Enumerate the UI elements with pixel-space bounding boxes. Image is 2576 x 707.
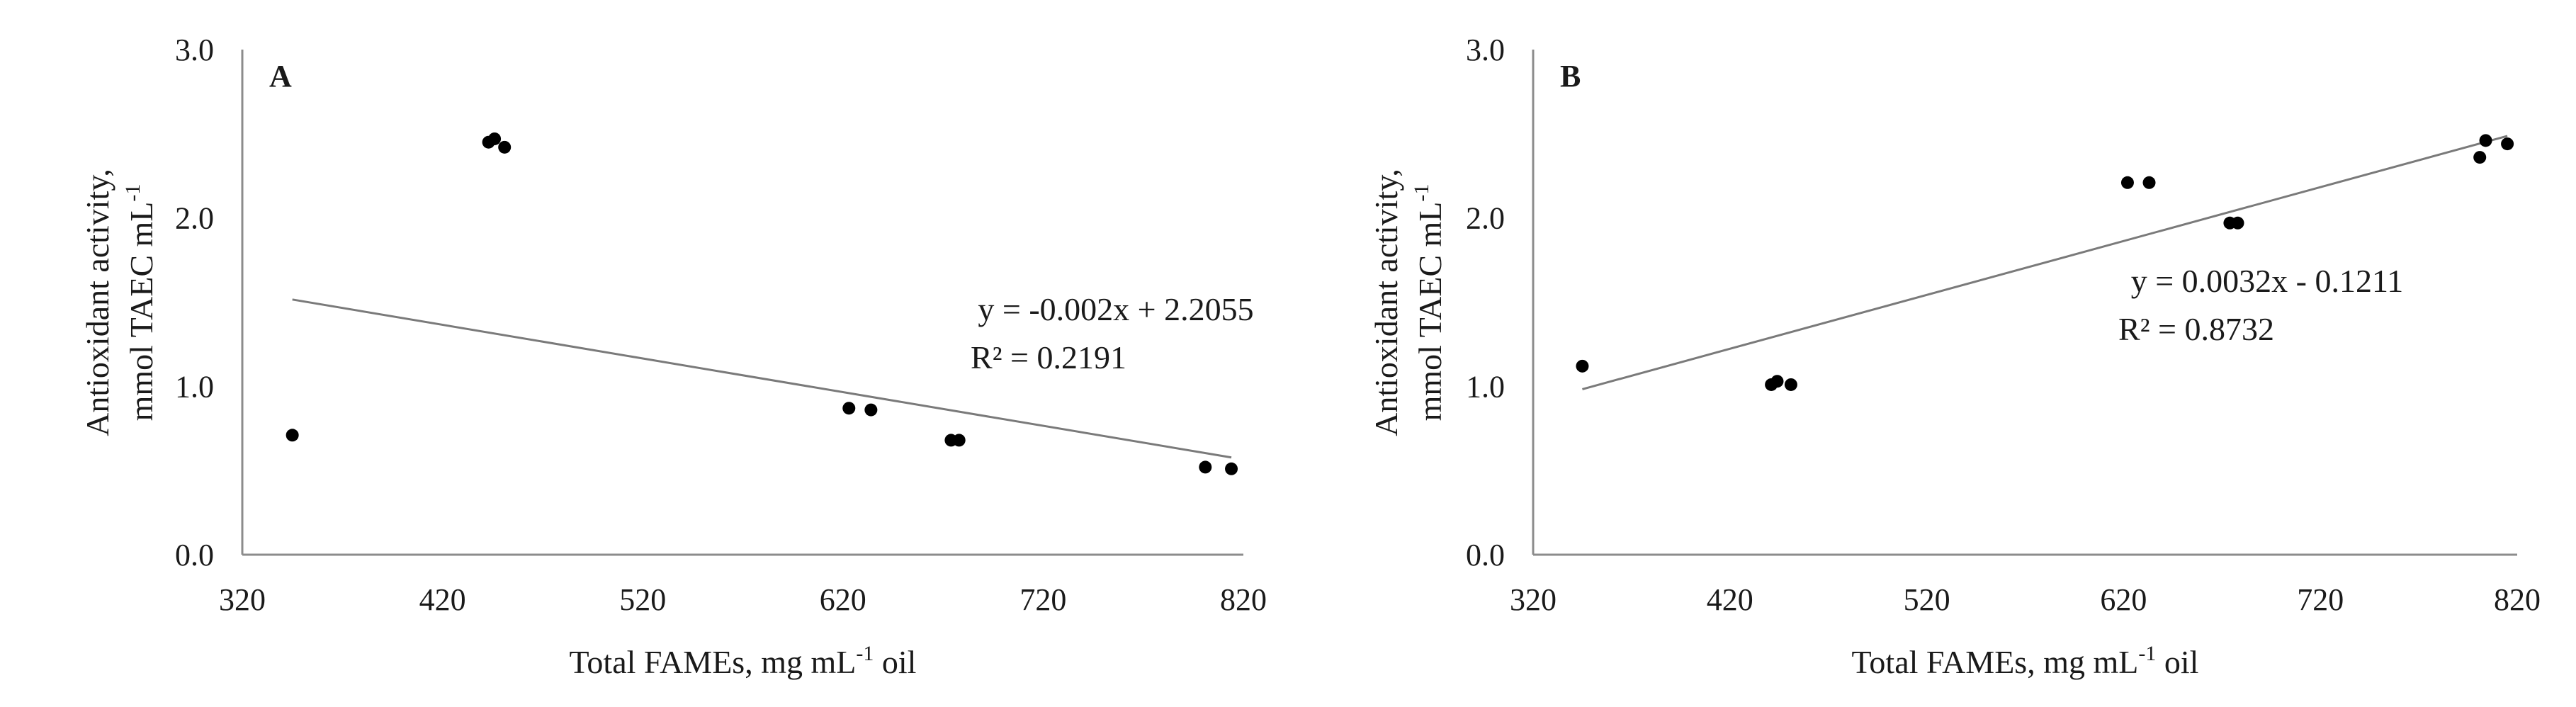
data-point — [1225, 462, 1238, 475]
x-tick-label: 720 — [1019, 582, 1066, 617]
data-point — [1199, 460, 1212, 474]
data-point — [488, 132, 502, 145]
x-tick-label: 320 — [1510, 582, 1557, 617]
y-tick-label: 0.0 — [175, 538, 214, 572]
y-axis-label: Antioxidant activity, mmol TAEC mL-1 — [79, 169, 159, 436]
data-point — [952, 434, 966, 447]
y-axis-label: Antioxidant activity, mmol TAEC mL-1 — [1368, 169, 1448, 436]
y-tick-label: 2.0 — [175, 201, 214, 236]
y-tick-label: 3.0 — [175, 33, 214, 67]
data-point — [2231, 216, 2244, 230]
panel-label: B — [1560, 59, 1581, 94]
panel-label: A — [269, 59, 292, 94]
x-tick-label: 620 — [820, 582, 866, 617]
chart-panel-b: 0.0 1.0 2.0 3.0 320 420 520 620 720 820 B Total FAM… — [1368, 33, 2541, 680]
x-tick-label: 420 — [1707, 582, 1753, 617]
x-tick-label: 820 — [1220, 582, 1267, 617]
data-point — [864, 403, 878, 417]
x-tick-label: 820 — [2494, 582, 2541, 617]
x-tick-label: 720 — [2297, 582, 2344, 617]
data-point — [1784, 378, 1797, 391]
data-point — [1770, 375, 1784, 388]
r-squared-label: R² = 0.8732 — [2118, 311, 2274, 347]
data-point — [2120, 176, 2134, 189]
x-tick-label: 520 — [1904, 582, 1950, 617]
y-tick-label: 2.0 — [1466, 201, 1505, 236]
trendline-equation: y = -0.002x + 2.2055 — [978, 291, 1253, 327]
chart-panel-a: 0.0 1.0 2.0 3.0 320 420 520 620 720 820 A Total FAM… — [79, 33, 1267, 680]
trendline — [1582, 135, 2508, 390]
y-tick-label: 3.0 — [1466, 33, 1505, 67]
r-squared-label: R² = 0.2191 — [971, 339, 1126, 375]
y-tick-label: 0.0 — [1466, 538, 1505, 572]
x-tick-label: 620 — [2100, 582, 2147, 617]
x-tick-label: 420 — [419, 582, 466, 617]
data-point — [498, 140, 512, 154]
y-tick-label: 1.0 — [175, 369, 214, 404]
data-point — [2142, 176, 2156, 189]
x-tick-label: 320 — [219, 582, 266, 617]
x-axis-label: Total FAMEs, mg mL-1 oil — [1852, 642, 2199, 680]
x-tick-label: 520 — [619, 582, 666, 617]
trendline-equation: y = 0.0032x - 0.1211 — [2131, 263, 2404, 299]
trendline — [292, 298, 1232, 459]
y-tick-label: 1.0 — [1466, 369, 1505, 404]
data-point — [2473, 151, 2487, 164]
data-point — [286, 429, 299, 442]
data-point — [842, 402, 856, 415]
data-point — [2479, 134, 2492, 147]
x-axis-label: Total FAMEs, mg mL-1 oil — [570, 642, 917, 680]
data-point — [1576, 359, 1589, 373]
data-point — [2501, 137, 2514, 151]
